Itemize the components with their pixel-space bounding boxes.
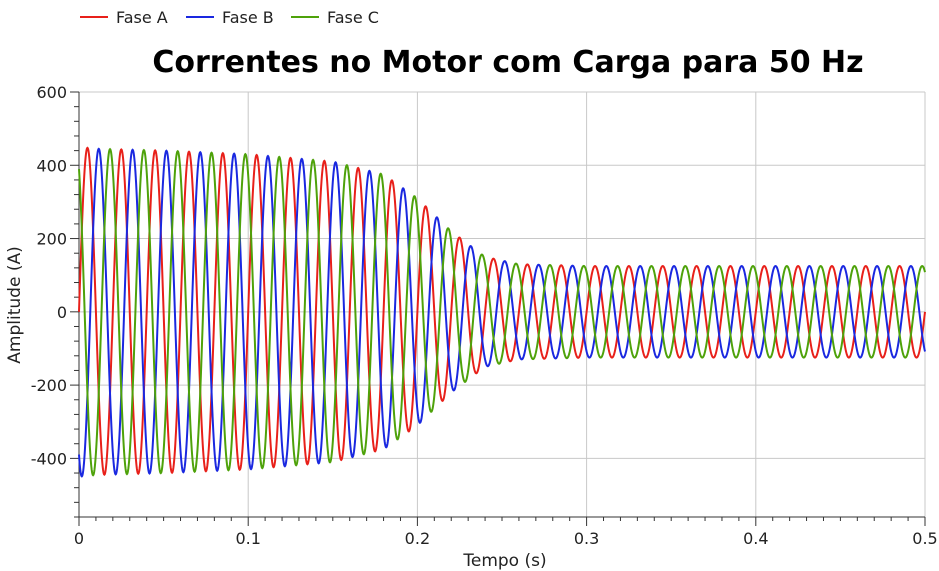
legend-item: Fase C <box>291 8 379 27</box>
x-tick-label: 0.3 <box>574 529 599 548</box>
y-tick-label: 200 <box>36 230 67 249</box>
series-group <box>78 146 926 478</box>
chart-title: Correntes no Motor com Carga para 50 Hz <box>152 45 863 80</box>
series-line <box>78 147 926 478</box>
legend-label: Fase C <box>327 8 379 27</box>
series-line <box>78 146 926 477</box>
axes: 0 0.1 0.2 0.3 0.4 0.5 -400 -200 0 200 400 600 <box>31 83 938 548</box>
x-tick-label: 0.1 <box>235 529 260 548</box>
x-tick-label: 0.2 <box>405 529 430 548</box>
x-tick-label: 0.5 <box>912 529 937 548</box>
x-tick-label: 0 <box>74 529 84 548</box>
legend: Fase A Fase B Fase C <box>80 8 379 27</box>
legend-item: Fase B <box>186 8 274 27</box>
y-tick-label: -400 <box>31 449 67 468</box>
legend-label: Fase A <box>116 8 168 27</box>
y-tick-label: 600 <box>36 83 67 102</box>
series-line <box>78 147 926 477</box>
y-axis-label: Amplitude (A) <box>5 246 25 363</box>
x-axis-label: Tempo (s) <box>462 551 546 571</box>
legend-label: Fase B <box>222 8 274 27</box>
y-tick-label: 400 <box>36 156 67 175</box>
legend-item: Fase A <box>80 8 168 27</box>
x-tick-label: 0.4 <box>743 529 768 548</box>
y-tick-label: 0 <box>57 303 67 322</box>
y-tick-label: -200 <box>31 376 67 395</box>
